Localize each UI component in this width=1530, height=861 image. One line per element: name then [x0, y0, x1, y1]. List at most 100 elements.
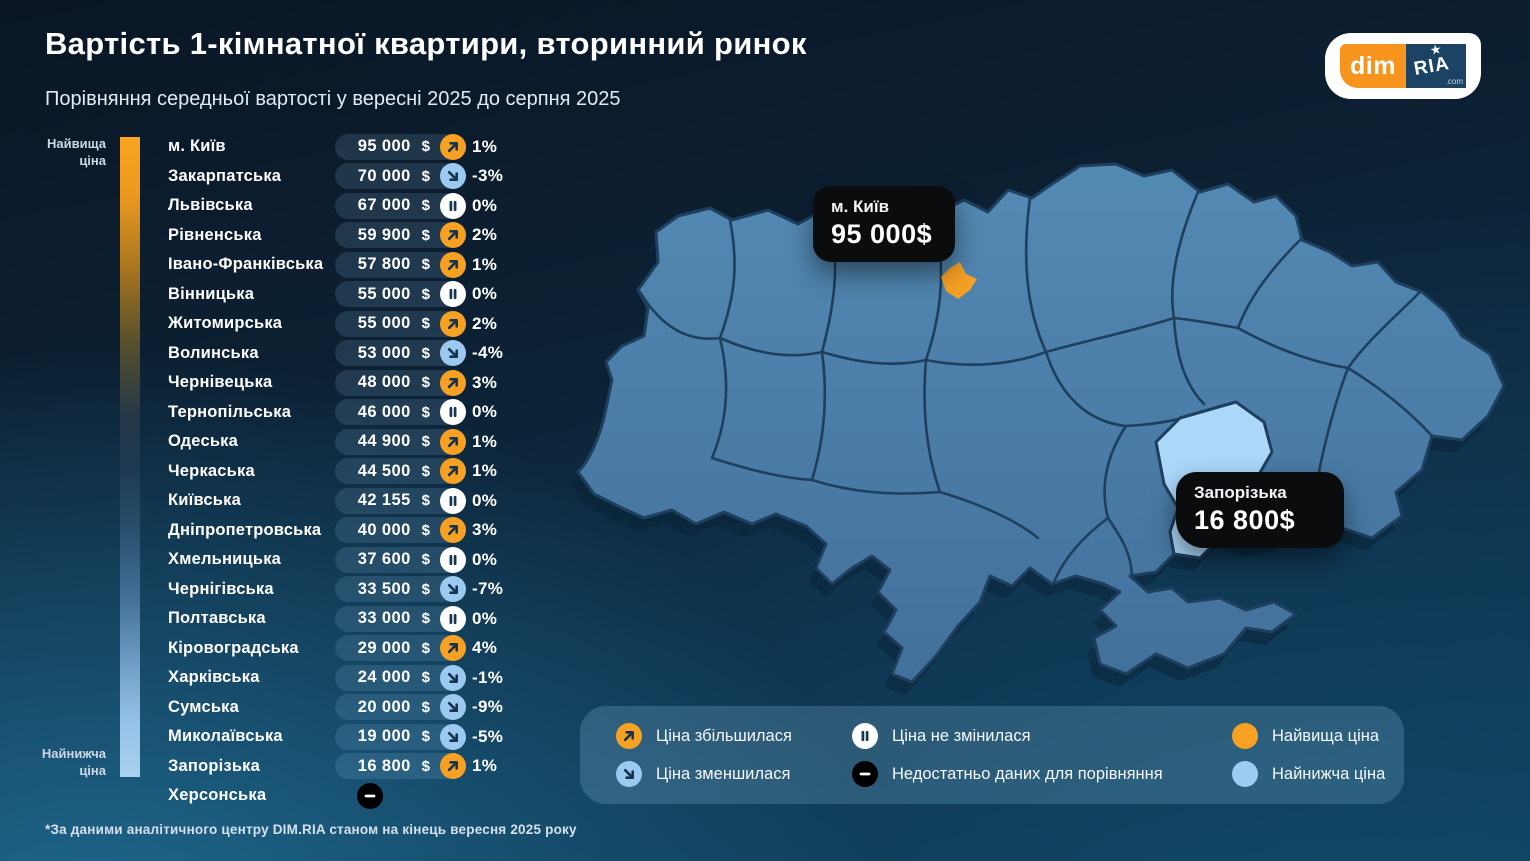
- price-pill-wrap: 55 000 $: [335, 281, 466, 308]
- region-name: Львівська: [168, 196, 253, 215]
- region-name: м. Київ: [168, 137, 226, 156]
- trend-flat-icon: [440, 487, 466, 514]
- trend-flat-icon: [440, 281, 466, 308]
- currency-symbol: $: [421, 226, 430, 244]
- price-pill-wrap: 53 000 $: [335, 340, 466, 367]
- legend-item-highest: Найвища ціна: [1232, 723, 1404, 749]
- trend-icon-slot: [440, 458, 466, 485]
- source-note: *За даними аналітичного центру DIM.RIA с…: [45, 822, 577, 837]
- currency-symbol: $: [421, 285, 430, 303]
- price-pill: 19 000 $: [335, 723, 460, 750]
- price-value: 37 600: [357, 550, 411, 569]
- trend-icon-slot: [440, 723, 466, 750]
- legend-item-decrease: Ціна зменшилася: [616, 761, 852, 787]
- price-value: 95 000: [357, 137, 411, 156]
- map-landmass: [576, 162, 1506, 684]
- table-row: Сумська 20 000 $ -9%: [168, 693, 548, 723]
- price-pill-wrap: 44 900 $: [335, 428, 466, 455]
- region-name: Черкаська: [168, 461, 255, 480]
- price-value: 48 000: [357, 373, 411, 392]
- price-pill: 29 000 $: [335, 635, 460, 662]
- price-pill-wrap: 59 900 $: [335, 222, 466, 249]
- change-percent: 3%: [472, 372, 498, 392]
- trend-down-icon: [440, 163, 466, 190]
- change-percent: 2%: [472, 225, 498, 245]
- legend-label: Ціна збільшилася: [656, 726, 792, 745]
- currency-symbol: $: [421, 197, 430, 215]
- table-row: Полтавська 33 000 $ 0%: [168, 604, 548, 634]
- price-pill-wrap: 46 000 $: [335, 399, 466, 426]
- trend-up-icon: [440, 635, 466, 662]
- price-value: 24 000: [357, 668, 411, 687]
- trend-icon-slot: [440, 635, 466, 662]
- logo-com-text: .com: [1445, 77, 1463, 86]
- no-data-icon: [852, 761, 878, 787]
- trend-icon-slot: [440, 281, 466, 308]
- trend-icon-slot: [440, 399, 466, 426]
- table-row: Київська 42 155 $ 0%: [168, 486, 548, 516]
- price-pill-wrap: 16 800 $: [335, 753, 466, 780]
- currency-symbol: $: [421, 728, 430, 746]
- price-pill-wrap: 29 000 $: [335, 635, 466, 662]
- currency-symbol: $: [421, 551, 430, 569]
- region-name: Кіровоградська: [168, 638, 299, 657]
- trend-up-icon: [440, 517, 466, 544]
- trend-icon-slot: [440, 340, 466, 367]
- ukraine-map-svg: [571, 162, 1506, 695]
- region-name: Житомирська: [168, 314, 283, 333]
- price-value: 70 000: [357, 166, 411, 185]
- trend-flat-icon: [852, 723, 878, 749]
- trend-flat-icon: [440, 546, 466, 573]
- price-value: 20 000: [357, 697, 411, 716]
- table-row: Закарпатська 70 000 $ -3%: [168, 162, 548, 192]
- table-row: Житомирська 55 000 $ 2%: [168, 309, 548, 339]
- price-pill-wrap: 33 000 $: [335, 605, 466, 632]
- table-row: Харківська 24 000 $ -1%: [168, 663, 548, 693]
- trend-icon-slot: [440, 753, 466, 780]
- kyiv-callout-price: 95 000$: [831, 219, 933, 249]
- price-value: 67 000: [357, 196, 411, 215]
- legend-label: Ціна не змінилася: [892, 726, 1031, 745]
- trend-up-icon: [616, 723, 642, 749]
- price-value: 55 000: [357, 284, 411, 303]
- currency-symbol: $: [421, 669, 430, 687]
- highest-price-dot-icon: [1232, 723, 1258, 749]
- price-pill: 24 000 $: [335, 664, 460, 691]
- trend-icon-slot: [440, 310, 466, 337]
- price-pill: 95 000 $: [335, 133, 460, 160]
- price-pill-wrap: 37 600 $: [335, 546, 466, 573]
- scale-lowest-label: Найнижча ціна: [41, 746, 106, 778]
- price-value: 16 800: [357, 756, 411, 775]
- price-pill-wrap: 70 000 $: [335, 163, 466, 190]
- table-row: Дніпропетровська 40 000 $ 3%: [168, 516, 548, 546]
- kyiv-callout-region: м. Київ: [831, 197, 890, 216]
- legend-label: Найвища ціна: [1272, 726, 1380, 745]
- currency-symbol: $: [421, 344, 430, 362]
- trend-up-icon: [440, 222, 466, 249]
- trend-flat-icon: [440, 399, 466, 426]
- table-row: Вінницька 55 000 $ 0%: [168, 280, 548, 310]
- price-pill-wrap: 55 000 $: [335, 310, 466, 337]
- legend-label: Недостатньо даних для порівняння: [892, 764, 1163, 783]
- region-name: Одеська: [168, 432, 239, 451]
- trend-up-icon: [440, 428, 466, 455]
- currency-symbol: $: [421, 138, 430, 156]
- price-pill-wrap: 95 000 $: [335, 133, 466, 160]
- region-name: Дніпропетровська: [168, 520, 322, 539]
- table-row: Черкаська 44 500 $ 1%: [168, 457, 548, 487]
- legend-panel: Ціна збільшилася Ціна не змінилася Найви…: [580, 706, 1404, 804]
- trend-icon-slot: [440, 222, 466, 249]
- currency-symbol: $: [421, 757, 430, 775]
- trend-flat-icon: [440, 192, 466, 219]
- trend-up-icon: [440, 310, 466, 337]
- lowest-price-dot-icon: [1232, 761, 1258, 787]
- region-name: Харківська: [168, 668, 260, 687]
- trend-icon-slot: [440, 694, 466, 721]
- legend-item-nodata: Недостатньо даних для порівняння: [852, 761, 1232, 787]
- region-name: Рівненська: [168, 225, 262, 244]
- legend-label: Найнижча ціна: [1272, 764, 1386, 783]
- change-percent: 0%: [472, 284, 498, 304]
- legend-item-flat: Ціна не змінилася: [852, 723, 1232, 749]
- table-row: Івано-Франківська 57 800 $ 1%: [168, 250, 548, 280]
- price-pill: 55 000 $: [335, 310, 460, 337]
